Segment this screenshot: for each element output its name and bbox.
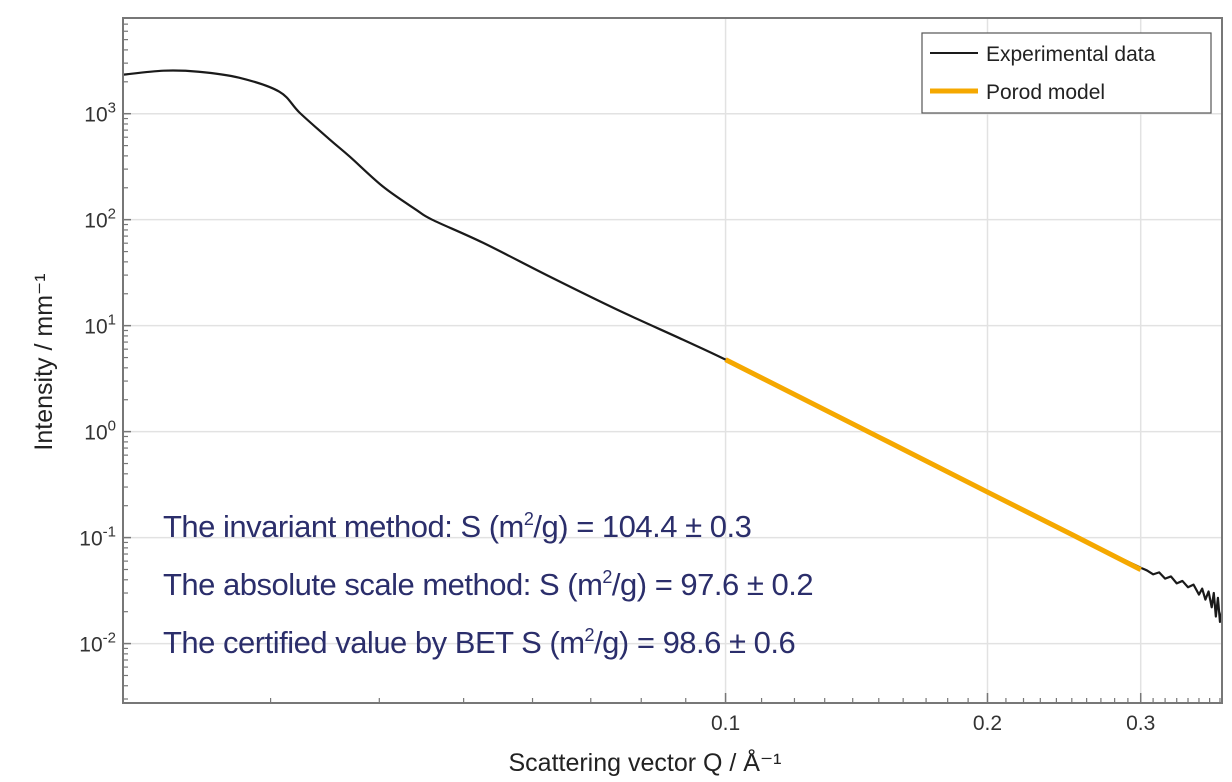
annotation-surface-area: The invariant method: S (m2/g) = 104.4 ±… [163,509,751,544]
y-tick-base: 10 [84,422,107,445]
annotation-prefix: The invariant method: S (m [163,509,524,544]
y-axis-title: Intensity / mm⁻¹ [30,273,58,450]
y-tick-label: 10-1 [79,524,116,551]
y-tick-base: 10 [84,104,107,127]
x-tick-label: 0.1 [711,712,740,735]
y-tick-label: 10-2 [79,630,116,657]
y-tick-label: 100 [84,418,116,445]
y-tick-label: 101 [84,312,116,339]
x-axis-title: Scattering vector Q / Å⁻¹ [508,747,781,777]
annotation-superscript: 2 [585,625,595,645]
y-tick-exponent: 3 [108,100,116,117]
legend: Experimental data Porod model [921,32,1212,114]
y-tick-exponent: -1 [103,524,116,541]
series-lines [122,69,1224,624]
legend-label-experimental: Experimental data [986,43,1156,66]
annotation-superscript: 2 [524,509,534,529]
x-tick-label: 0.2 [973,712,1002,735]
y-tick-label: 103 [84,100,116,127]
y-tick-base: 10 [79,528,102,551]
annotation-suffix: /g) = 104.4 ± 0.3 [533,509,751,544]
annotation-suffix: /g) = 98.6 ± 0.6 [594,625,795,660]
annotation-surface-area: The absolute scale method: S (m2/g) = 97… [163,567,813,602]
x-tick-labels: 0.1 0.2 0.3 [711,712,1155,735]
porod-model-line [724,357,1142,572]
annotation-prefix: The certified value by BET S (m [163,625,585,660]
annotation-suffix: /g) = 97.6 ± 0.2 [612,567,813,602]
gridlines [123,18,1222,703]
y-tick-exponent: -2 [103,630,116,647]
y-tick-exponent: 2 [108,206,116,223]
y-tick-exponent: 1 [108,312,116,329]
plot-frame [122,17,1223,704]
y-tick-exponent: 0 [108,418,116,435]
annotations: The invariant method: S (m2/g) = 104.4 ±… [163,509,814,660]
y-tick-base: 10 [79,634,102,657]
legend-label-porod: Porod model [986,81,1105,104]
y-tick-base: 10 [84,210,107,233]
legend-box [921,32,1212,114]
y-tick-base: 10 [84,316,107,339]
annotation-surface-area: The certified value by BET S (m2/g) = 98… [163,625,795,660]
x-tick-label: 0.3 [1126,712,1155,735]
y-tick-label: 102 [84,206,116,233]
annotation-superscript: 2 [602,567,612,587]
annotation-prefix: The absolute scale method: S (m [163,567,602,602]
